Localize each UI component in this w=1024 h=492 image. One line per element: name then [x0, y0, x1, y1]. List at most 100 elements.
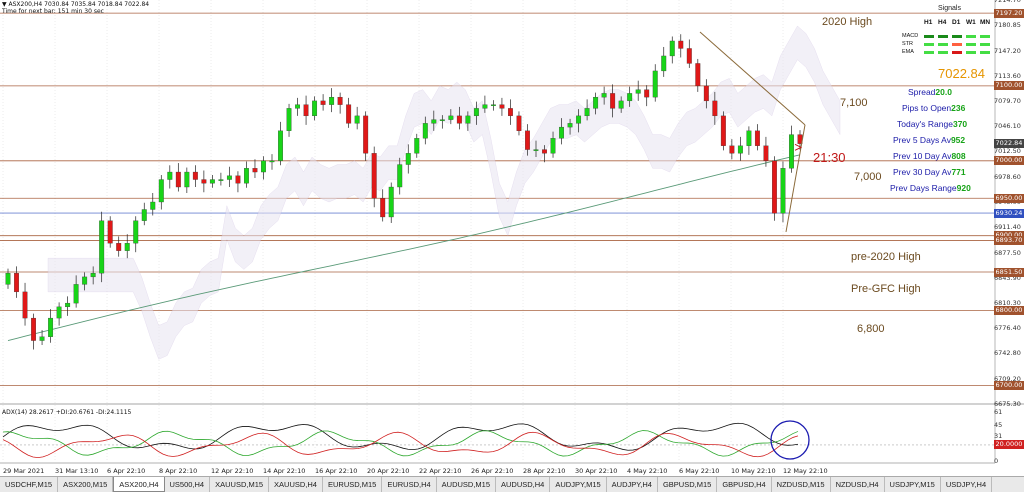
chart-tab[interactable]: AUDUSD,H4	[496, 477, 551, 492]
candle	[397, 164, 403, 188]
candle	[499, 104, 505, 109]
candle	[363, 115, 369, 154]
chart-tab[interactable]: XAUUSD,M15	[210, 477, 270, 492]
candle	[405, 153, 411, 165]
chart-tab[interactable]: GBPUSD,M15	[658, 477, 718, 492]
candle	[48, 317, 54, 337]
date-tick-label: 20 Apr 22:10	[367, 467, 410, 475]
candle	[303, 104, 309, 117]
signal-indicator-cell	[980, 51, 990, 54]
candle	[380, 198, 386, 218]
candle	[90, 273, 96, 278]
signal-indicator-cell	[966, 43, 976, 46]
chart-tab[interactable]: EURUSD,H4	[382, 477, 437, 492]
candle	[559, 126, 564, 139]
candle	[584, 108, 590, 117]
price-level-box: 7197.20	[994, 8, 1024, 18]
candle	[312, 100, 318, 117]
signal-timeframe-label: H1	[924, 19, 933, 26]
chart-tab[interactable]: GBPUSD,H4	[717, 477, 772, 492]
signal-timeframe-label: D1	[952, 19, 961, 26]
candle	[431, 119, 437, 124]
date-tick-label: 30 Apr 22:10	[575, 467, 618, 475]
candle	[329, 96, 335, 105]
candle	[235, 175, 241, 184]
candle	[261, 160, 266, 173]
signal-indicator-cell	[966, 51, 976, 54]
chart-tab[interactable]: AUDJPY,H4	[607, 477, 658, 492]
chart-tab[interactable]: US500,H4	[165, 477, 211, 492]
trendline-upper	[699, 31, 806, 126]
chart-tab[interactable]: XAUUSD,H4	[269, 477, 323, 492]
info-row-label: Prev Days Range	[890, 183, 957, 193]
candle	[593, 96, 599, 109]
candle	[465, 115, 471, 124]
candle	[772, 160, 777, 214]
chart-tab[interactable]: EURUSD,M15	[323, 477, 383, 492]
signal-indicator-cell	[924, 43, 934, 46]
candle	[56, 306, 62, 319]
candle	[5, 273, 11, 285]
chart-tab[interactable]: ASX200,H4	[113, 477, 165, 492]
chart-tab[interactable]: NZDUSD,H4	[831, 477, 885, 492]
date-tick-label: 16 Apr 22:10	[315, 467, 358, 475]
price-chart[interactable]	[0, 0, 1024, 476]
annotation-pre-2020-high: pre-2020 High	[851, 251, 921, 263]
chart-tab[interactable]: AUDUSD,M15	[437, 477, 497, 492]
info-row: Pips to Open236	[902, 103, 965, 113]
candle	[618, 100, 624, 109]
adx-level-box: 20.0000	[994, 440, 1024, 450]
annotation-6800: 6,800	[857, 323, 885, 335]
signal-indicator-cell	[980, 35, 990, 38]
candle	[550, 138, 556, 154]
date-tick-label: 31 Mar 13:10	[55, 467, 99, 475]
candle	[439, 119, 445, 121]
candle	[252, 168, 258, 173]
signal-row-label: STR	[902, 41, 913, 47]
date-tick-label: 26 Apr 22:10	[471, 467, 514, 475]
candle	[39, 336, 45, 341]
price-tick-label: 6675.30	[994, 400, 1021, 408]
info-row: Prev Days Range920	[890, 183, 971, 193]
candle	[720, 115, 726, 146]
candle	[346, 104, 352, 124]
info-row-value: 20.0	[935, 87, 952, 97]
price-tick-label: 7079.70	[994, 97, 1021, 106]
chart-tab[interactable]: AUDJPY,M15	[550, 477, 607, 492]
candle	[508, 108, 513, 117]
price-tick-label: 6709.20	[994, 374, 1021, 383]
chart-tab[interactable]: NZDUSD,M15	[772, 477, 831, 492]
bar-timer: Time for next bar: 151 min 30 sec	[2, 8, 104, 15]
date-tick-label: 12 Apr 22:10	[211, 467, 254, 475]
candle	[295, 104, 300, 109]
signal-timeframe-label: W1	[966, 19, 976, 26]
chart-tab[interactable]: ASX200,M15	[58, 477, 114, 492]
price-level-box: 7100.00	[994, 81, 1024, 91]
price-tick-label: 6877.50	[994, 248, 1021, 257]
chart-tab[interactable]: USDJPY,H4	[941, 477, 993, 492]
candle	[414, 138, 420, 154]
date-tick-label: 28 Apr 22:10	[523, 467, 566, 475]
signal-indicator-cell	[952, 35, 962, 38]
date-tick-label: 4 May 22:10	[627, 467, 668, 475]
info-row: Prev 5 Days Av952	[893, 135, 965, 145]
signal-indicator-cell	[980, 43, 990, 46]
candle	[133, 220, 139, 244]
candle	[729, 145, 735, 154]
info-row-value: 808	[951, 151, 966, 161]
candle	[737, 145, 743, 154]
candle	[686, 48, 692, 64]
candle	[763, 145, 769, 161]
candle	[65, 302, 71, 308]
price-level-box: 6930.24	[994, 208, 1024, 218]
adx-line	[2, 422, 799, 451]
candle	[192, 171, 198, 180]
info-row-value: 920	[956, 183, 971, 193]
signal-indicator-cell	[952, 51, 962, 54]
date-tick-label: 6 Apr 22:10	[107, 467, 146, 475]
chart-tab[interactable]: USDCHF,M15	[0, 477, 59, 492]
candle	[490, 104, 496, 106]
chart-tab[interactable]: USDJPY,M15	[885, 477, 941, 492]
candle	[167, 171, 173, 180]
